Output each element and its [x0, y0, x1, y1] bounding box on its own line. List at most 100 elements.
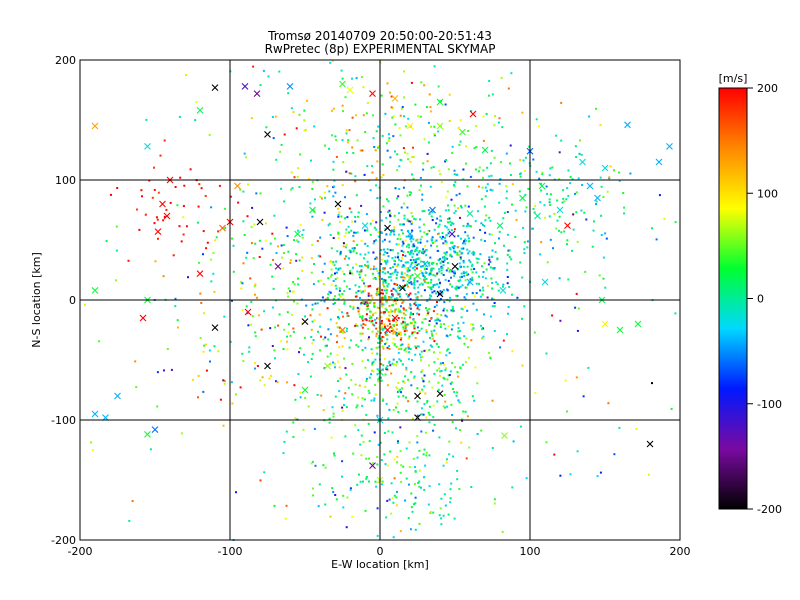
data-point-dot	[490, 277, 493, 280]
data-point-dot	[182, 216, 185, 219]
data-point-dot	[480, 238, 483, 241]
data-point-dot	[170, 368, 173, 371]
data-point-dot	[575, 292, 578, 295]
data-point-dot	[428, 308, 431, 310]
data-point-dot	[523, 248, 526, 251]
data-point-dot	[449, 370, 452, 373]
data-point-dot	[358, 307, 361, 310]
data-point-dot	[437, 318, 440, 321]
data-point-dot	[310, 336, 313, 338]
data-point-dot	[459, 330, 462, 332]
data-point-dot	[385, 342, 388, 345]
data-point-dot	[205, 369, 208, 372]
data-point-dot	[423, 84, 426, 87]
data-point-dot	[413, 279, 416, 282]
data-point-dot	[364, 324, 367, 326]
data-point-dot	[343, 404, 345, 407]
data-point-dot	[405, 477, 408, 480]
data-point-dot	[373, 265, 375, 268]
data-point-dot	[217, 350, 220, 353]
data-point-dot	[253, 362, 256, 365]
data-point-dot	[412, 243, 415, 246]
data-point-dot	[265, 222, 267, 225]
data-point-dot	[509, 144, 512, 147]
data-point-dot	[302, 229, 305, 232]
data-point-dot	[353, 247, 356, 250]
data-point-dot	[391, 249, 394, 252]
data-point-dot	[276, 381, 279, 384]
data-point-dot	[404, 125, 407, 128]
data-point-dot	[364, 346, 367, 349]
data-point-dot	[269, 374, 272, 377]
data-point-dot	[443, 301, 446, 304]
data-point-dot	[359, 332, 362, 335]
data-point-dot	[433, 329, 436, 332]
data-point-dot	[486, 166, 489, 169]
data-point-dot	[346, 314, 349, 317]
data-point-dot	[397, 195, 400, 198]
data-point-dot	[354, 284, 357, 287]
data-point-dot	[451, 362, 454, 365]
data-point-dot	[369, 268, 372, 271]
data-point-dot	[437, 388, 440, 391]
data-point-dot	[391, 272, 394, 275]
data-point-dot	[286, 292, 289, 295]
data-point-dot	[377, 235, 380, 238]
data-point-dot	[316, 302, 319, 305]
data-point-dot	[397, 256, 399, 259]
data-point-dot	[174, 297, 177, 300]
data-point-dot	[456, 391, 459, 394]
data-point-dot	[433, 325, 436, 328]
data-point-dot	[338, 366, 341, 369]
data-point-dot	[344, 392, 347, 395]
data-point-dot	[421, 283, 424, 286]
data-point-dot	[371, 319, 374, 322]
data-point-dot	[407, 251, 410, 253]
data-point-dot	[443, 256, 446, 259]
data-point-dot	[549, 204, 552, 206]
data-point-dot	[323, 262, 326, 265]
data-point-dot	[305, 304, 308, 307]
data-point-dot	[355, 406, 358, 409]
data-point-dot	[283, 328, 286, 331]
data-point-dot	[599, 124, 602, 127]
data-point-dot	[309, 202, 312, 205]
data-point-dot	[353, 231, 356, 234]
data-point-dot	[380, 263, 383, 265]
data-point-dot	[377, 293, 380, 296]
data-point-dot	[485, 214, 488, 217]
data-point-dot	[374, 278, 377, 280]
data-point-dot	[395, 364, 398, 367]
data-point-dot	[324, 344, 327, 347]
data-point-dot	[382, 173, 385, 176]
data-point-dot	[400, 305, 402, 308]
data-point-dot	[402, 328, 405, 330]
data-point-dot	[292, 421, 295, 424]
data-point-dot	[506, 282, 509, 285]
data-point-dot	[243, 152, 246, 155]
data-point-dot	[393, 477, 396, 480]
data-point-dot	[407, 117, 410, 120]
data-point-dot	[388, 408, 391, 411]
data-point-dot	[392, 409, 395, 411]
data-point-dot	[351, 146, 354, 149]
data-point-dot	[283, 133, 286, 136]
data-point-dot	[623, 212, 626, 215]
data-point-cross	[436, 122, 444, 130]
data-point-dot	[287, 295, 290, 298]
data-point-dot	[365, 457, 368, 460]
x-tick-label: 0	[377, 545, 384, 558]
data-point-dot	[436, 245, 438, 248]
data-point-dot	[386, 198, 388, 201]
data-point-dot	[455, 287, 458, 290]
data-point-dot	[377, 341, 379, 344]
data-point-dot	[575, 191, 578, 194]
data-point-dot	[551, 166, 554, 169]
data-point-dot	[352, 250, 355, 253]
data-point-dot	[613, 169, 615, 172]
data-point-dot	[482, 335, 485, 338]
data-point-dot	[360, 270, 363, 273]
data-point-dot	[386, 149, 389, 152]
data-point-dot	[446, 349, 449, 352]
data-point-dot	[374, 312, 377, 314]
